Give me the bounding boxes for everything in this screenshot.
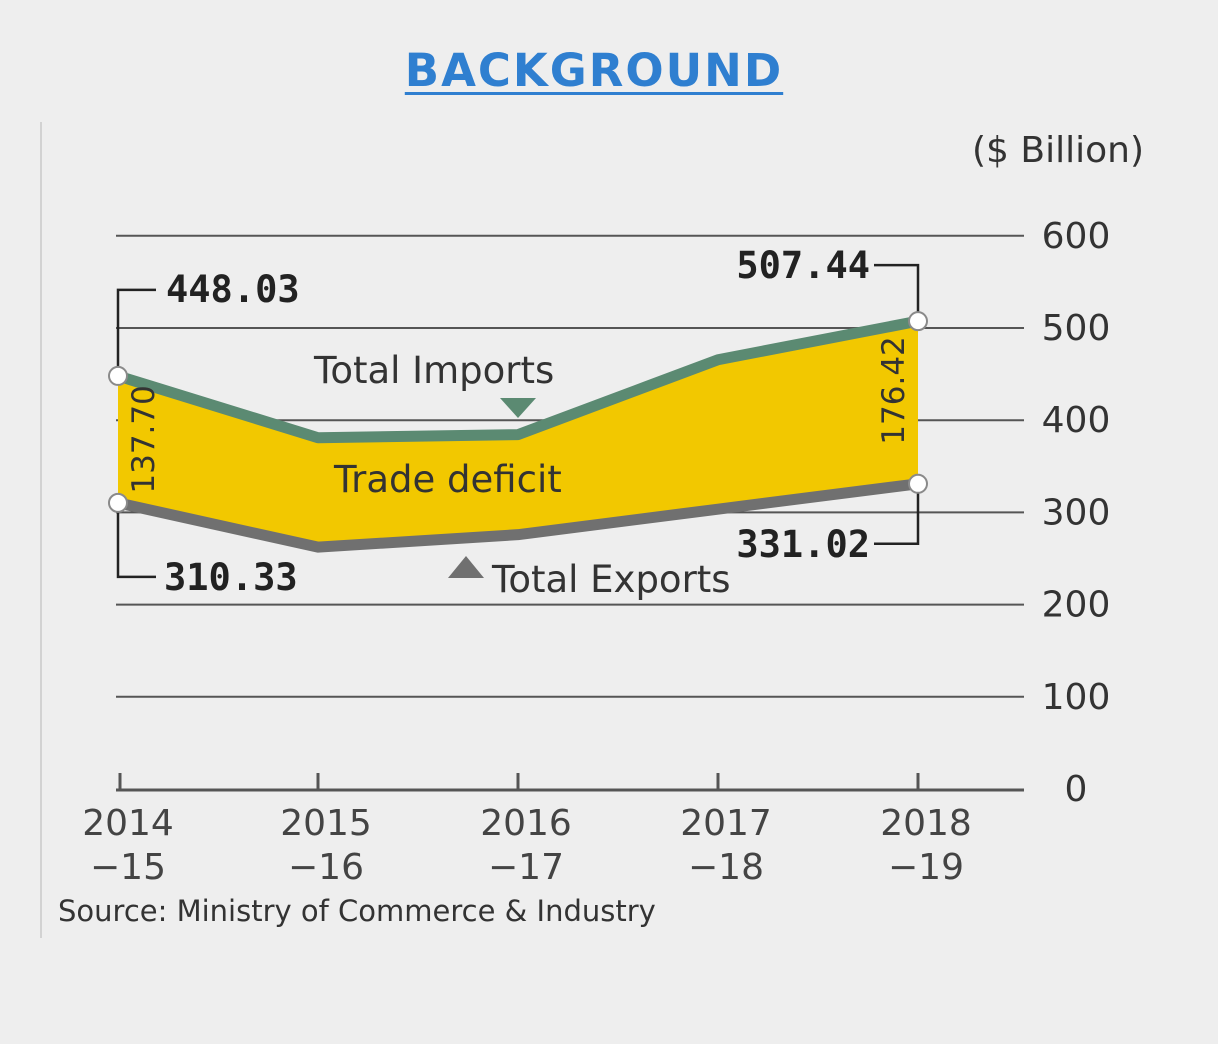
y-tick-100: 100 <box>1042 677 1111 718</box>
exports-end-value: 331.02 <box>736 523 870 566</box>
imports-start-value: 448.03 <box>166 268 300 311</box>
deficit-start-value: 137.70 <box>126 385 162 493</box>
y-tick-600: 600 <box>1042 216 1111 257</box>
left-divider <box>40 122 42 938</box>
endpoint-marker <box>908 311 928 332</box>
x-tick-label: 2017 −18 <box>680 803 772 888</box>
imports-end-bracket <box>874 263 920 322</box>
y-tick-200: 200 <box>1042 585 1111 626</box>
imports-end-value: 507.44 <box>736 244 870 287</box>
y-tick-0: 0 <box>1065 769 1088 810</box>
endpoint-marker <box>108 492 128 513</box>
imports-start-bracket <box>116 288 156 376</box>
endpoint-marker <box>908 473 928 494</box>
exports-start-value: 310.33 <box>164 556 298 599</box>
imports-series-label: Total Imports <box>313 349 554 392</box>
x-tick-label: 2018 −19 <box>880 803 972 888</box>
exports-pointer-triangle <box>448 556 484 578</box>
exports-series-label: Total Exports <box>491 558 731 601</box>
imports-pointer-triangle <box>500 398 536 418</box>
exports-end-bracket <box>874 483 920 546</box>
exports-start-bracket <box>116 502 156 579</box>
x-tick-label: 2015 −16 <box>280 803 372 888</box>
trade-deficit-area <box>118 321 918 548</box>
imports-line <box>112 315 924 444</box>
y-tick-300: 300 <box>1042 492 1111 533</box>
source-note: Source: Ministry of Commerce & Industry <box>58 894 656 928</box>
y-tick-500: 500 <box>1042 308 1111 349</box>
x-tick-label: 2016 −17 <box>480 803 572 888</box>
unit-label: ($ Billion) <box>972 130 1144 171</box>
y-tick-400: 400 <box>1042 400 1111 441</box>
exports-line <box>112 478 924 553</box>
deficit-area-label: Trade deficit <box>333 458 562 501</box>
deficit-end-value: 176.42 <box>876 336 912 444</box>
chart-title: BACKGROUND <box>404 44 784 97</box>
x-tick-label: 2014 −15 <box>82 803 174 888</box>
endpoint-marker <box>108 365 128 386</box>
